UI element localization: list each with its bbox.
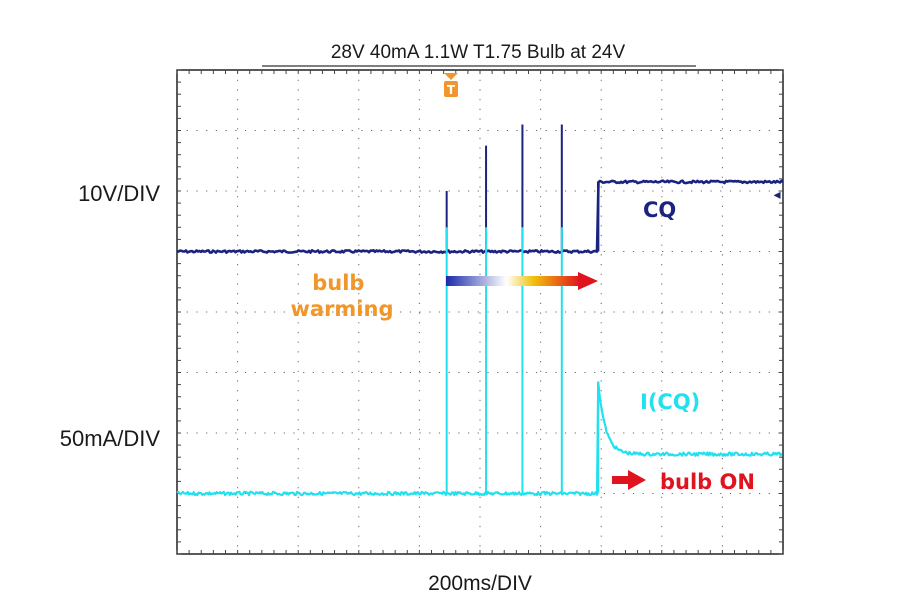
cq-voltage-trace <box>176 179 784 254</box>
trigger-arrow-icon <box>444 73 458 80</box>
x-axis-label: 200ms/DIV <box>428 572 532 595</box>
spikes-group <box>445 124 600 494</box>
ch2-scale-label: 50mA/DIV <box>60 426 161 451</box>
current-trace-label: I(CQ) <box>640 390 700 414</box>
bulb-on-arrow-icon <box>612 470 646 490</box>
chart-title: 28V 40mA 1.1W T1.75 Bulb at 24V <box>331 42 626 63</box>
graticule-grid <box>176 69 784 555</box>
bulb-warming-label: bulb warming <box>291 271 394 321</box>
warming-gradient-arrow <box>446 272 598 290</box>
current-trace <box>176 381 783 497</box>
trigger-box <box>444 81 458 97</box>
bulb-on-label: bulb ON <box>660 470 755 494</box>
cq-trace-label: CQ <box>643 198 676 222</box>
trigger-marker: T <box>444 73 458 97</box>
ch1-scale-label: 10V/DIV <box>78 181 160 206</box>
trigger-label: T <box>447 83 456 97</box>
right-edge-marker-icon: ◂ <box>773 186 780 202</box>
